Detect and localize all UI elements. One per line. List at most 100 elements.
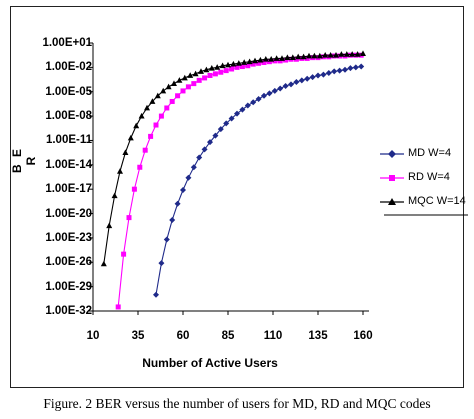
figure-frame xyxy=(10,6,464,388)
data-point xyxy=(331,68,338,75)
legend-swatch-md xyxy=(380,150,404,158)
y-tick-label: 1.00E-17 xyxy=(45,183,92,196)
data-point xyxy=(293,56,299,62)
data-point xyxy=(266,59,272,65)
data-point xyxy=(196,77,202,83)
y-tick-label: 1.00E-14 xyxy=(45,158,92,171)
data-point xyxy=(100,260,107,267)
x-tick-label: 10 xyxy=(86,330,100,342)
data-point xyxy=(336,67,343,74)
data-point xyxy=(230,60,237,67)
data-point xyxy=(293,78,300,85)
data-point xyxy=(169,98,175,104)
data-point xyxy=(212,132,219,139)
series-triangle xyxy=(100,50,366,267)
legend-swatch-mqc xyxy=(380,198,404,205)
data-point xyxy=(295,53,302,60)
data-point xyxy=(144,104,150,111)
data-point xyxy=(149,98,156,104)
data-point xyxy=(121,251,127,257)
data-point xyxy=(282,83,289,90)
data-point xyxy=(187,72,194,78)
data-point xyxy=(126,215,132,221)
legend-label-rd: RD W=4 xyxy=(408,171,450,183)
x-tick-label: 35 xyxy=(131,330,145,342)
data-point xyxy=(158,113,164,119)
data-point xyxy=(255,96,262,103)
data-point xyxy=(235,60,242,66)
data-point xyxy=(218,69,224,75)
data-point xyxy=(272,58,278,64)
series-line xyxy=(117,54,362,307)
figure-caption: Figure. 2 BER versus the number of users… xyxy=(43,396,431,411)
data-point xyxy=(250,61,256,67)
y-tick-label: 1.00E-08 xyxy=(45,110,92,123)
legend-item-rd: RD W=4 xyxy=(378,170,470,186)
data-point xyxy=(360,50,366,56)
data-point xyxy=(320,71,327,78)
data-point xyxy=(268,56,275,62)
data-point xyxy=(349,51,356,57)
x-tick-label: 85 xyxy=(221,330,235,342)
data-point xyxy=(234,64,240,70)
data-point xyxy=(225,61,231,68)
data-point xyxy=(277,58,283,64)
data-point xyxy=(214,64,221,70)
data-point xyxy=(223,120,230,127)
data-point xyxy=(244,102,251,109)
data-point xyxy=(250,99,257,106)
data-point xyxy=(257,56,264,63)
data-point xyxy=(304,75,311,82)
data-point xyxy=(266,90,273,97)
data-point xyxy=(208,64,215,71)
x-tick-label: 160 xyxy=(353,330,373,342)
data-point xyxy=(245,63,251,69)
data-point xyxy=(180,88,186,94)
data-point xyxy=(358,63,365,70)
data-point xyxy=(192,70,199,77)
data-point xyxy=(246,58,253,65)
data-point xyxy=(273,55,280,61)
y-tick-label: 1.00E-23 xyxy=(45,231,92,244)
series-diamond xyxy=(153,63,365,298)
legend-label-md: MD W=4 xyxy=(408,147,452,159)
data-point xyxy=(117,168,123,174)
data-point xyxy=(347,65,354,72)
data-point xyxy=(223,68,229,74)
data-point xyxy=(343,51,350,57)
data-point xyxy=(176,77,183,83)
data-point xyxy=(171,80,177,87)
x-tick-label: 135 xyxy=(308,330,328,342)
data-point xyxy=(180,186,186,193)
data-point xyxy=(298,77,305,84)
data-point xyxy=(175,93,181,99)
data-point xyxy=(354,51,361,57)
data-point xyxy=(196,154,203,161)
data-point xyxy=(160,87,167,94)
y-tick-label: 1.00E-20 xyxy=(45,207,92,220)
data-point xyxy=(111,192,118,199)
y-tick-label: 1.00E-26 xyxy=(45,256,92,269)
data-point xyxy=(122,149,129,156)
data-point xyxy=(163,236,170,243)
data-point xyxy=(352,64,359,71)
data-point xyxy=(115,304,121,310)
data-point xyxy=(198,68,204,74)
data-point xyxy=(207,72,213,78)
legend: MD W=4 RD W=4 MQC W=14 xyxy=(378,140,470,216)
data-point xyxy=(342,66,348,73)
data-point xyxy=(279,55,285,61)
data-point xyxy=(153,122,159,128)
data-point xyxy=(315,72,321,79)
data-point xyxy=(300,53,307,60)
data-point xyxy=(148,133,154,139)
y-tick-label: 1.00E-32 xyxy=(45,305,92,317)
data-point xyxy=(165,83,172,90)
data-point xyxy=(154,92,161,99)
data-point xyxy=(127,134,134,141)
data-point xyxy=(201,146,208,153)
data-point xyxy=(174,200,181,207)
data-point xyxy=(239,106,246,113)
data-point xyxy=(333,51,339,58)
